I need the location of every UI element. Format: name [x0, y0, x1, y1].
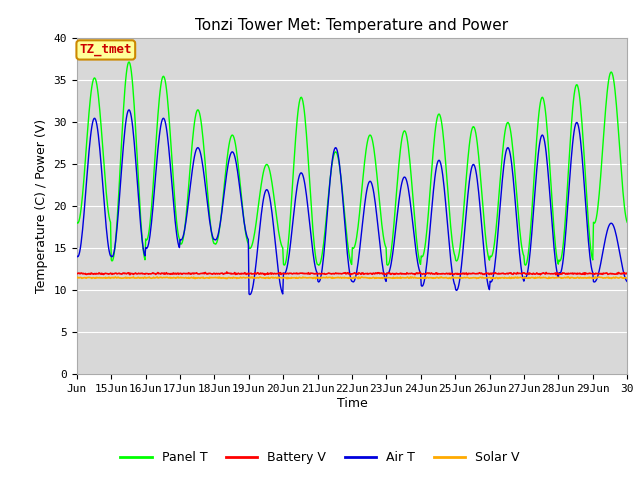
Text: TZ_tmet: TZ_tmet	[79, 44, 132, 57]
Title: Tonzi Tower Met: Temperature and Power: Tonzi Tower Met: Temperature and Power	[195, 18, 509, 33]
X-axis label: Time: Time	[337, 397, 367, 410]
Legend: Panel T, Battery V, Air T, Solar V: Panel T, Battery V, Air T, Solar V	[115, 446, 525, 469]
Y-axis label: Temperature (C) / Power (V): Temperature (C) / Power (V)	[35, 120, 48, 293]
